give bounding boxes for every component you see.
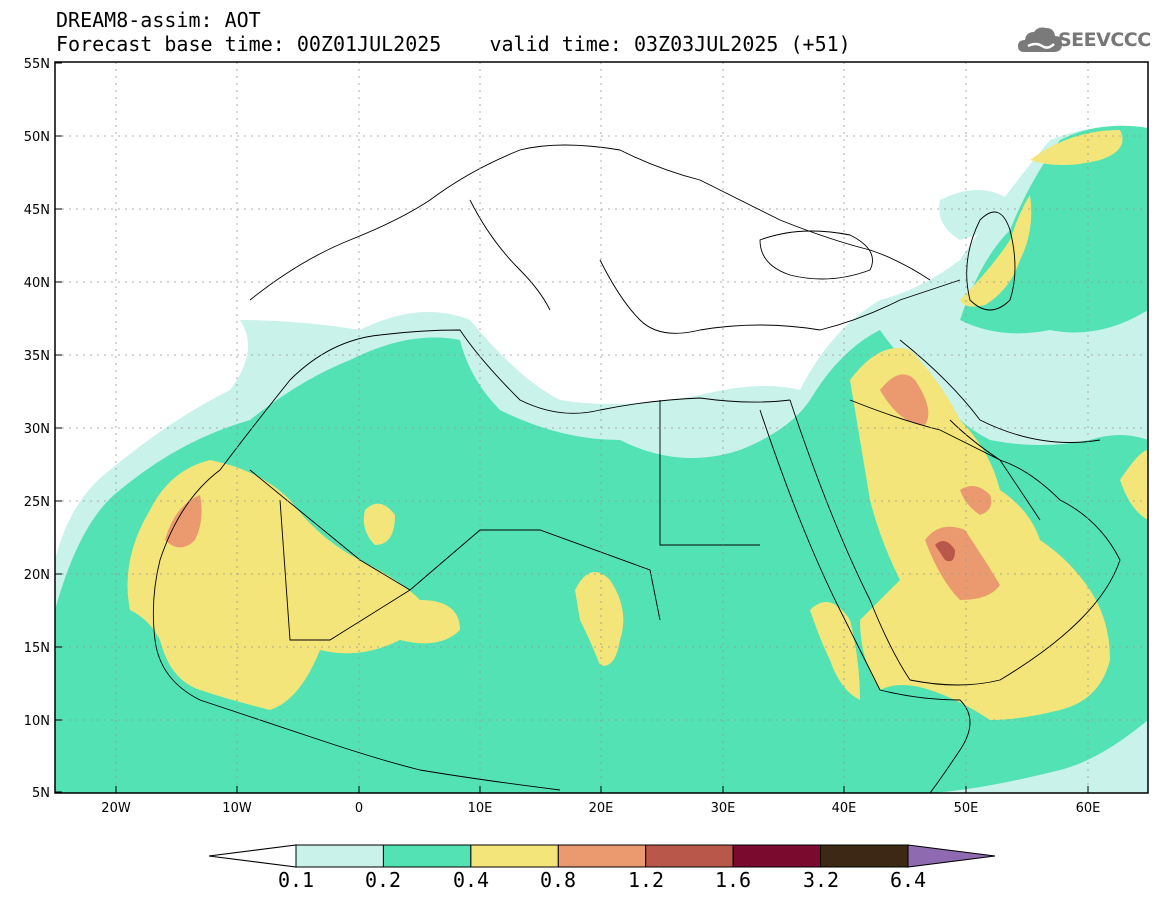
lon-tick-50e: 50E bbox=[954, 801, 979, 816]
aot-band-0.4-arabia bbox=[850, 348, 1110, 720]
cloud-icon bbox=[1018, 27, 1062, 52]
coast-horn-africa bbox=[879, 689, 971, 793]
coast-red-sea-east bbox=[789, 399, 911, 681]
aot-band-0.4-west-sahara bbox=[127, 460, 460, 710]
colorbar-label-0.1: 0.1 bbox=[277, 868, 315, 892]
border-africa-2 bbox=[409, 529, 661, 621]
coast-europe bbox=[249, 144, 931, 301]
aot-band-0.4-mauritania bbox=[363, 503, 395, 545]
graticule bbox=[55, 62, 1148, 793]
coast-north-africa bbox=[159, 329, 791, 561]
lat-tick-55n: 55N bbox=[24, 57, 50, 72]
lon-tick-20w: 20W bbox=[101, 801, 131, 816]
aot-band-0.8-gulf bbox=[960, 486, 992, 515]
colorbar-label-0.2: 0.2 bbox=[364, 868, 402, 892]
lon-tick-40e: 40E bbox=[832, 801, 857, 816]
lon-tick-30e: 30E bbox=[711, 801, 736, 816]
border-arabia bbox=[849, 399, 1041, 521]
lat-tick-30n: 30N bbox=[24, 422, 50, 437]
aot-contours bbox=[55, 125, 1148, 793]
lat-tick-10n: 10N bbox=[24, 714, 50, 729]
lat-tick-35n: 35N bbox=[24, 349, 50, 364]
lon-tick-20e: 20E bbox=[589, 801, 614, 816]
coast-west-africa bbox=[152, 559, 561, 791]
lat-tick-25n: 25N bbox=[24, 495, 50, 510]
border-algeria-mali bbox=[249, 469, 411, 591]
lon-tick-60e: 60E bbox=[1076, 801, 1101, 816]
colorbar-label-1.2: 1.2 bbox=[627, 868, 665, 892]
coast-red-sea-west bbox=[759, 409, 881, 691]
colorbar-label-1.6: 1.6 bbox=[714, 868, 752, 892]
lat-tick-20n: 20N bbox=[24, 568, 50, 583]
colorbar-label-3.2: 3.2 bbox=[802, 868, 840, 892]
coastlines bbox=[152, 144, 1121, 793]
coast-turkey bbox=[699, 279, 961, 331]
lat-tick-50n: 50N bbox=[24, 130, 50, 145]
lon-tick-10e: 10E bbox=[468, 801, 493, 816]
border-africa-3 bbox=[659, 400, 760, 546]
aot-band-0.1-north bbox=[939, 190, 1010, 240]
lat-tick-5n: 5N bbox=[32, 786, 50, 801]
lon-tick-0: 0 bbox=[355, 801, 363, 816]
border-africa-1 bbox=[279, 499, 411, 641]
forecast-time-label: Forecast base time: 00Z01JUL2025 valid t… bbox=[56, 32, 851, 56]
colorbar-label-0.4: 0.4 bbox=[452, 868, 490, 892]
aot-band-0.4-chad bbox=[575, 572, 624, 666]
aot-band-0.8-iraq bbox=[880, 374, 929, 425]
coast-caspian bbox=[966, 211, 1016, 311]
aot-band-0.4-kazakh bbox=[1030, 130, 1123, 165]
lat-tick-15n: 15N bbox=[24, 641, 50, 656]
coast-italy bbox=[469, 199, 551, 311]
colorbar-label-6.4: 6.4 bbox=[889, 868, 927, 892]
colorbar-label-0.8: 0.8 bbox=[539, 868, 577, 892]
border-iran bbox=[899, 339, 1101, 443]
aot-band-0.4-iran bbox=[1120, 450, 1148, 520]
aot-band-0.4-ethiopia bbox=[810, 602, 860, 700]
tick-marks bbox=[55, 62, 1089, 793]
coast-black-sea bbox=[759, 230, 873, 280]
lat-tick-40n: 40N bbox=[24, 276, 50, 291]
lat-tick-45n: 45N bbox=[24, 203, 50, 218]
map-title: DREAM8-assim: AOT bbox=[56, 8, 261, 32]
lon-tick-10w: 10W bbox=[222, 801, 252, 816]
aot-band-1.2-saudi bbox=[935, 541, 955, 562]
seevccc-logo-text: SEEVCCC bbox=[1058, 29, 1151, 51]
coast-greece bbox=[599, 259, 701, 334]
aot-band-0.4-caspian bbox=[960, 195, 1032, 307]
aot-band-0.8-sahara bbox=[165, 495, 202, 548]
